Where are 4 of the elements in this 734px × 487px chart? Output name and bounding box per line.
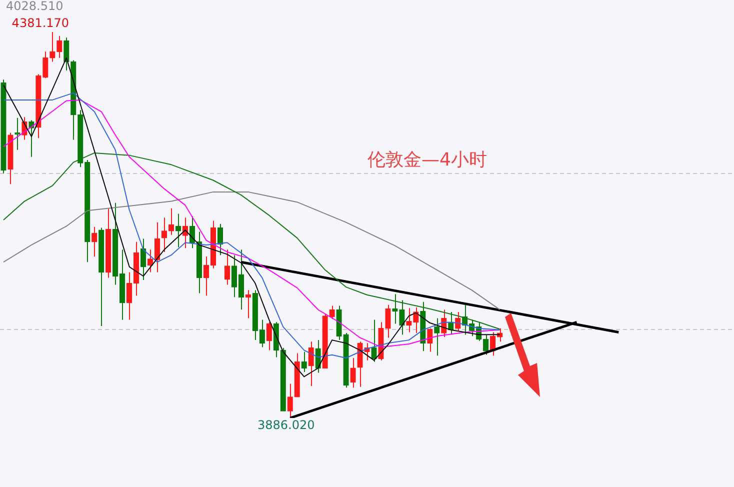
text: 4381.170 <box>12 16 70 30</box>
text: 伦敦金—4小时 <box>367 149 487 170</box>
text: 4028.510 <box>6 0 64 14</box>
text: 3886.020 <box>257 418 315 432</box>
